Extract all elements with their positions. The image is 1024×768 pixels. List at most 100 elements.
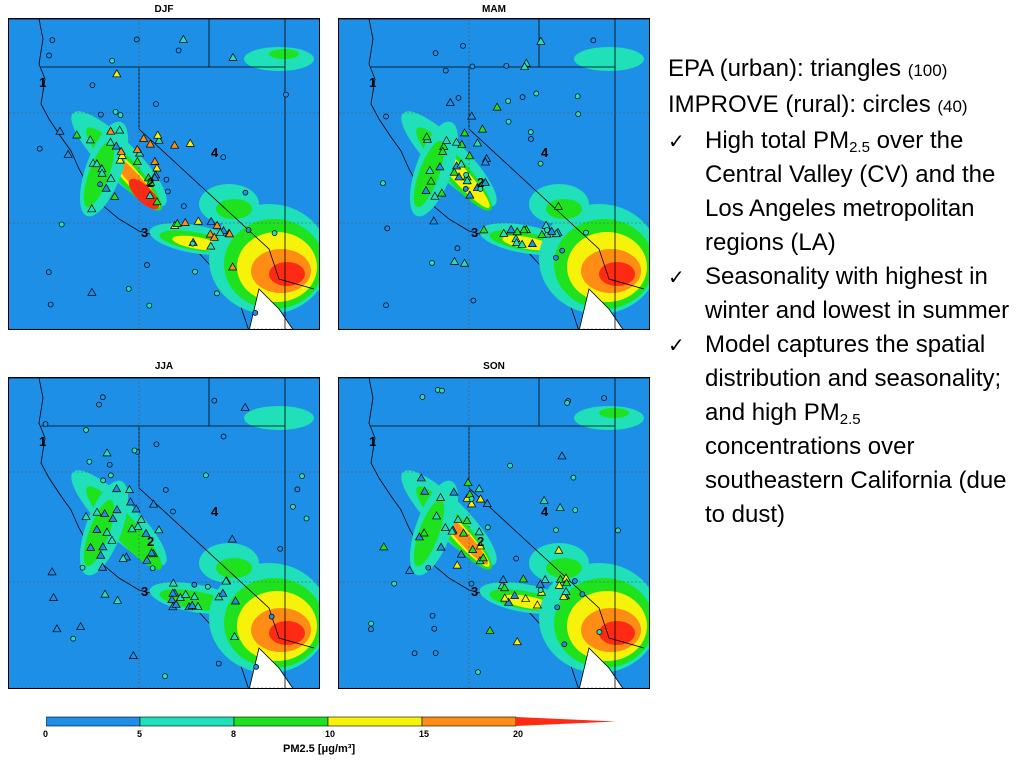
improve-site-marker (383, 113, 389, 120)
improve-site-marker (439, 387, 445, 394)
improve-site-marker (144, 262, 150, 268)
region-label: 2 (147, 534, 154, 549)
improve-site-marker (203, 472, 209, 479)
region-label: 3 (141, 225, 148, 240)
improve-site-marker (97, 181, 103, 188)
epa-site-marker (468, 544, 478, 553)
epa-site-marker (474, 484, 484, 493)
epa-site-marker (185, 138, 195, 147)
epa-site-marker (519, 225, 529, 234)
epa-site-marker (154, 135, 164, 144)
bullet-list: ✓ High total PM2.5 over the Central Vall… (668, 124, 1020, 532)
map-panel-djf: 1 2 3 4 (8, 18, 320, 330)
epa-site-marker (116, 146, 126, 155)
improve-site-marker (513, 555, 520, 562)
epa-site-marker (106, 126, 116, 135)
improve-site-marker (149, 565, 156, 572)
epa-site-marker (146, 177, 156, 186)
map-panel-son: 1 2 3 4 (338, 377, 650, 689)
epa-site-marker (479, 225, 489, 234)
epa-site-marker (172, 218, 182, 227)
improve-legend-text: IMPROVE (rural): circles (668, 91, 931, 118)
pm25-field (244, 406, 314, 430)
epa-site-marker (504, 597, 514, 606)
improve-site-marker (561, 641, 568, 648)
epa-site-marker (480, 157, 491, 166)
improve-site-marker (553, 527, 559, 534)
bullet-item: ✓ High total PM2.5 over the Central Vall… (668, 124, 1020, 260)
epa-site-marker (561, 586, 571, 595)
region-label: 3 (471, 225, 478, 240)
epa-site-marker (142, 555, 152, 564)
epa-site-marker (124, 484, 135, 493)
epa-site-marker (463, 477, 473, 486)
epa-site-marker (102, 448, 112, 457)
improve-site-marker (553, 254, 559, 261)
improve-site-marker (133, 36, 140, 43)
improve-site-marker (70, 635, 77, 642)
panel-title-mam: MAM (482, 4, 506, 15)
epa-site-marker (440, 522, 450, 532)
improve-site-marker (125, 285, 132, 292)
epa-site-marker (154, 525, 164, 534)
improve-site-marker (268, 613, 275, 620)
improve-site-marker (469, 63, 476, 70)
improve-site-marker (204, 583, 211, 590)
improve-site-marker (299, 473, 305, 479)
improve-site-marker (572, 578, 578, 584)
improve-site-marker (429, 260, 435, 266)
epa-site-marker (153, 130, 163, 139)
improve-site-marker (574, 93, 581, 100)
epa-site-marker (168, 588, 178, 597)
epa-site-marker (97, 168, 107, 177)
improve-site-marker (271, 230, 278, 236)
epa-site-marker (115, 155, 125, 164)
epa-site-marker (437, 188, 447, 197)
epa-site-marker (462, 515, 472, 524)
colorbar-segment (45, 716, 141, 727)
epa-site-marker (467, 111, 477, 120)
bullet-text: Model captures the spatial distribution … (705, 331, 1002, 426)
region-label: 1 (39, 75, 46, 90)
epa-site-marker (532, 600, 542, 609)
improve-site-marker (290, 503, 296, 510)
region-label: 3 (141, 584, 148, 599)
improve-site-marker (575, 111, 582, 117)
bullet-text: High total PM (705, 127, 850, 154)
colorbar-tick-label: 0 (43, 729, 49, 739)
epa-site-marker (435, 162, 445, 171)
epa-site-marker (205, 229, 215, 238)
epa-site-marker (115, 125, 125, 134)
epa-site-marker (108, 513, 118, 522)
epa-site-marker (218, 588, 228, 597)
epa-site-marker (474, 527, 484, 536)
epa-site-marker (510, 590, 520, 599)
epa-site-marker (221, 576, 231, 585)
epa-site-marker (498, 574, 508, 583)
improve-site-marker (294, 486, 301, 493)
epa-site-marker (456, 159, 466, 168)
epa-site-marker (554, 580, 564, 589)
epa-site-marker (228, 52, 238, 61)
epa-site-marker (118, 553, 128, 562)
epa-site-marker (212, 220, 222, 229)
improve-site-marker (162, 673, 168, 680)
improve-site-marker (537, 587, 544, 593)
improve-site-marker (162, 487, 169, 493)
epa-site-marker (92, 524, 102, 533)
bullet-text: Seasonality with highest in winter and l… (705, 263, 1010, 324)
bullet-text: over the Central Valley (CV) and the Los… (705, 127, 996, 256)
improve-site-marker (411, 650, 418, 657)
epa-site-marker (63, 149, 73, 158)
improve-site-marker (46, 52, 52, 59)
improve-site-marker (470, 297, 477, 304)
epa-site-marker (150, 156, 160, 165)
improve-site-marker (36, 145, 43, 152)
improve-site-marker (106, 461, 113, 468)
epa-site-marker (475, 494, 486, 503)
improve-site-marker (220, 154, 227, 161)
epa-site-marker (405, 565, 415, 574)
epa-site-marker (98, 542, 108, 551)
improve-site-marker (214, 290, 220, 297)
region-label: 2 (477, 534, 484, 549)
